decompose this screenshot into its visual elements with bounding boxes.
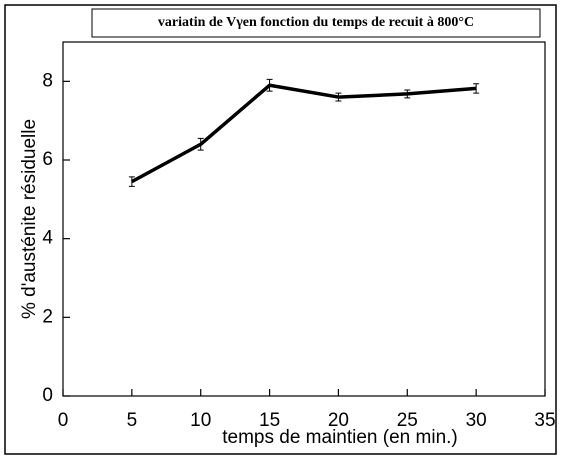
x-tick-label: 0 <box>58 410 69 431</box>
data-line <box>131 83 477 184</box>
y-tick-label: 6 <box>42 149 53 170</box>
title-box <box>91 8 541 38</box>
plot-frame <box>62 41 546 397</box>
error-bar <box>128 176 135 187</box>
error-bar <box>197 137 204 151</box>
y-axis-label: % d'austénite résiduelle <box>19 119 40 319</box>
x-tick-label: 10 <box>190 410 211 431</box>
outer-border <box>4 4 557 455</box>
x-tick-label: 20 <box>328 410 349 431</box>
y-tick-label: 8 <box>42 70 53 91</box>
error-bar <box>404 89 411 99</box>
y-tick-label: 0 <box>42 385 53 406</box>
chart-title: variatin de Vγen fonction du temps de re… <box>158 15 474 30</box>
y-tick-label: 2 <box>42 306 53 327</box>
error-bar <box>266 78 273 92</box>
x-tick-label: 30 <box>466 410 487 431</box>
x-tick-label: 35 <box>534 410 555 431</box>
x-tick-label: 5 <box>127 410 138 431</box>
x-axis-label: temps de maintien (en min.) <box>222 427 458 448</box>
error-bar <box>335 92 342 102</box>
y-tick-label: 4 <box>42 228 53 249</box>
x-tick-label: 15 <box>259 410 280 431</box>
x-tick-label: 25 <box>397 410 418 431</box>
error-bar <box>473 83 480 94</box>
